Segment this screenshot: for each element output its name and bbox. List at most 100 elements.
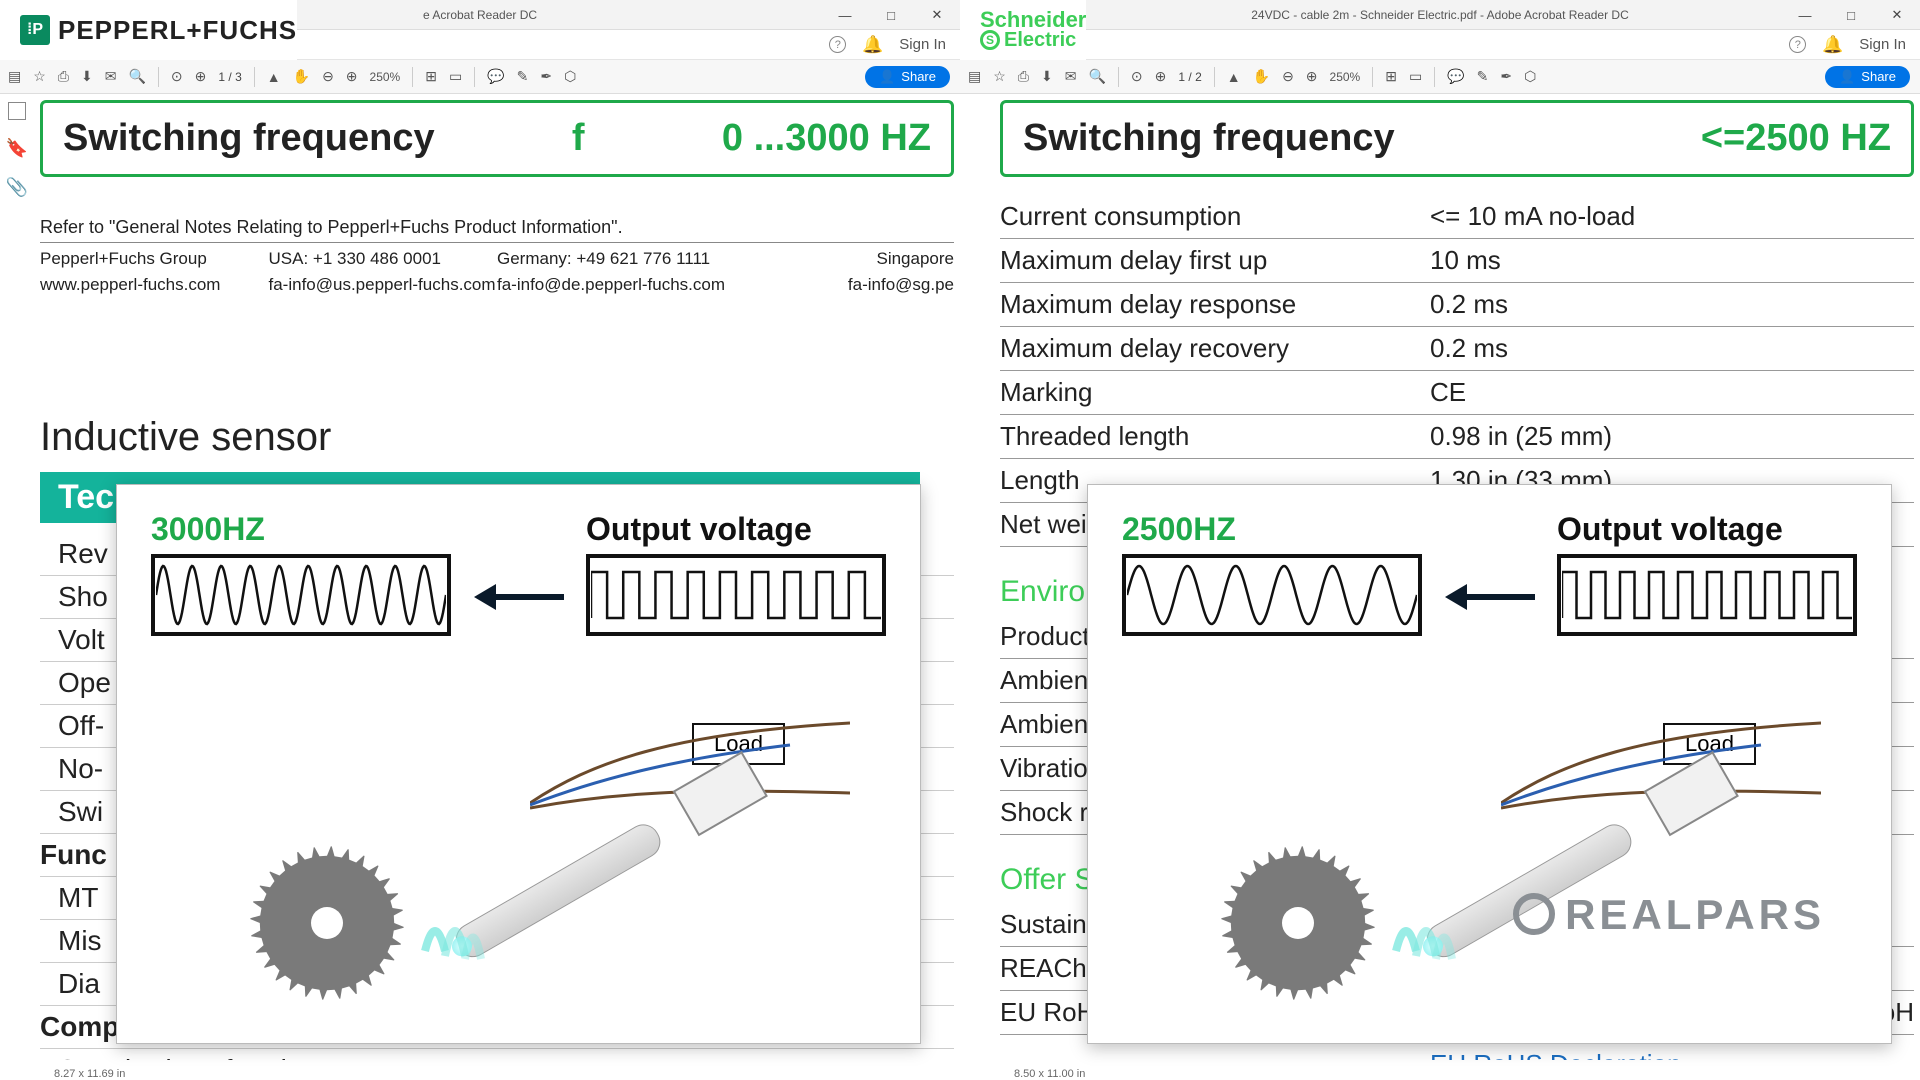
save-icon[interactable]: ⬇ (81, 68, 93, 85)
zoom-out-icon[interactable]: ⊖ (1282, 68, 1294, 85)
contact-usa-mail: fa-info@us.pepperl-fuchs.com (269, 275, 498, 295)
bookmark-icon[interactable]: 🔖 (6, 138, 28, 159)
next-page-icon[interactable]: ⊕ (195, 68, 207, 85)
fit-page-icon[interactable]: ▭ (1409, 68, 1422, 85)
fit-width-icon[interactable]: ⊞ (425, 68, 437, 85)
mail-icon[interactable]: ✉ (105, 68, 117, 85)
sf-value: <=2500 HZ (1701, 117, 1891, 160)
hand-icon[interactable]: ✋ (1253, 68, 1270, 85)
share-button[interactable]: 👤 Share (865, 66, 950, 88)
contact-de-mail: fa-info@de.pepperl-fuchs.com (497, 275, 726, 295)
arrow-icon (474, 590, 564, 604)
table-row: Maximum delay recovery0.2 ms (1000, 327, 1914, 371)
highlight-icon[interactable]: ✎ (1477, 68, 1489, 85)
rohs-link[interactable]: EU RoHS Declaration (1430, 1049, 1681, 1060)
contact-row-2: www.pepperl-fuchs.com fa-info@us.pepperl… (40, 275, 954, 295)
share-button[interactable]: 👤 Share (1825, 66, 1910, 88)
bell-icon[interactable]: 🔔 (1824, 36, 1841, 53)
zoom-out-icon[interactable]: ⊖ (322, 68, 334, 85)
mail-icon[interactable]: ✉ (1065, 68, 1077, 85)
spec-key: Current consumption (1000, 201, 1430, 232)
window-controls: — □ ✕ (822, 0, 960, 30)
stamp-icon[interactable]: ⬡ (1524, 68, 1536, 85)
minimize-button[interactable]: — (1782, 0, 1828, 30)
spec-key: Marking (1000, 377, 1430, 408)
spec-row: Standard conformity (40, 1049, 954, 1060)
help-icon[interactable]: ? (1789, 36, 1806, 53)
frequency-label: 2500HZ (1122, 511, 1236, 548)
window-controls: — □ ✕ (1782, 0, 1920, 30)
status-bar: 8.27 x 11.69 in (54, 1068, 125, 1080)
contact-sg-mail: fa-info@sg.pe (726, 275, 955, 295)
zoom-in-icon[interactable]: ⊕ (346, 68, 358, 85)
separator (158, 67, 159, 87)
square-wave-box (586, 554, 886, 636)
section-inductive: Inductive sensor (40, 415, 954, 460)
table-row: Maximum delay first up10 ms (1000, 239, 1914, 283)
contact-row-1: Pepperl+Fuchs Group USA: +1 330 486 0001… (40, 249, 954, 269)
minimize-button[interactable]: — (822, 0, 868, 30)
square-wave-box (1557, 554, 1857, 636)
maximize-button[interactable]: □ (868, 0, 914, 30)
spec-key: Threaded length (1000, 421, 1430, 452)
sign-in-link[interactable]: Sign In (899, 36, 946, 53)
spec-value: 0.2 ms (1430, 333, 1508, 364)
zoom-value[interactable]: 250% (1330, 70, 1361, 84)
comment-icon[interactable]: 💬 (1447, 68, 1464, 85)
attachment-icon[interactable]: 📎 (6, 177, 28, 198)
search-icon[interactable]: 🔍 (1088, 68, 1105, 85)
spec-value: 0.2 ms (1430, 289, 1508, 320)
pointer-icon[interactable]: ▲ (267, 69, 281, 85)
fit-page-icon[interactable]: ▭ (449, 68, 462, 85)
sine-wave-box (1122, 554, 1422, 636)
general-note: Refer to "General Notes Relating to Pepp… (40, 217, 954, 243)
print-icon[interactable]: ⎙ (1018, 68, 1029, 85)
spec-value: 10 ms (1430, 245, 1501, 276)
star-icon[interactable]: ☆ (33, 68, 46, 85)
sensor-scene: Load (167, 673, 890, 1023)
star-icon[interactable]: ☆ (993, 68, 1006, 85)
highlight-icon[interactable]: ✎ (517, 68, 529, 85)
sidebar-toggle-icon[interactable]: ▤ (968, 68, 981, 85)
signal-waves-icon (1386, 901, 1456, 961)
sign-in-link[interactable]: Sign In (1859, 36, 1906, 53)
close-button[interactable]: ✕ (1874, 0, 1920, 30)
page-indicator[interactable]: 1 / 3 (218, 70, 241, 84)
zoom-in-icon[interactable]: ⊕ (1306, 68, 1318, 85)
close-button[interactable]: ✕ (914, 0, 960, 30)
contact-url: www.pepperl-fuchs.com (40, 275, 269, 295)
next-page-icon[interactable]: ⊕ (1155, 68, 1167, 85)
hand-icon[interactable]: ✋ (293, 68, 310, 85)
table-row: Maximum delay response0.2 ms (1000, 283, 1914, 327)
sidebar-toggle-icon[interactable]: ▤ (8, 68, 21, 85)
save-icon[interactable]: ⬇ (1041, 68, 1053, 85)
separator (1214, 67, 1215, 87)
spec-key: Maximum delay first up (1000, 245, 1430, 276)
fit-width-icon[interactable]: ⊞ (1385, 68, 1397, 85)
prev-page-icon[interactable]: ⊙ (171, 68, 183, 85)
page-indicator[interactable]: 1 / 2 (1178, 70, 1201, 84)
spec-key: Maximum delay recovery (1000, 333, 1430, 364)
prev-page-icon[interactable]: ⊙ (1131, 68, 1143, 85)
separator (474, 67, 475, 87)
pointer-icon[interactable]: ▲ (1227, 69, 1241, 85)
spec-key: Maximum delay response (1000, 289, 1430, 320)
comment-icon[interactable]: 💬 (487, 68, 504, 85)
maximize-button[interactable]: □ (1828, 0, 1874, 30)
thumbnails-icon[interactable] (8, 102, 26, 120)
sf-symbol: f (572, 117, 585, 160)
pf-logo-text: PEPPERL+FUCHS (58, 15, 297, 46)
realpars-logo: REALPARS (1513, 891, 1825, 939)
bell-icon[interactable]: 🔔 (864, 36, 881, 53)
sign-icon[interactable]: ✒ (1500, 68, 1512, 85)
print-icon[interactable]: ⎙ (58, 68, 69, 85)
zoom-value[interactable]: 250% (370, 70, 401, 84)
stamp-icon[interactable]: ⬡ (564, 68, 576, 85)
sine-panel: 3000HZ (151, 511, 451, 636)
gear-icon (247, 843, 407, 1003)
frequency-label: 3000HZ (151, 511, 265, 548)
sensor-scene: Load REALPARS (1138, 673, 1861, 1023)
search-icon[interactable]: 🔍 (128, 68, 145, 85)
sign-icon[interactable]: ✒ (540, 68, 552, 85)
help-icon[interactable]: ? (829, 36, 846, 53)
